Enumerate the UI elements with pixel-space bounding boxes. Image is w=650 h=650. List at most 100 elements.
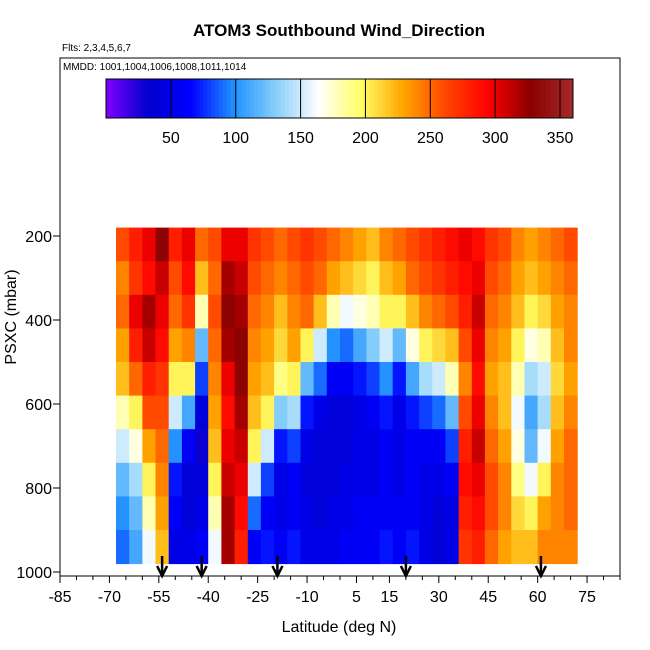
colorbar-swatch — [207, 79, 212, 118]
heat-cell — [511, 395, 525, 430]
heat-cell — [340, 429, 354, 464]
heat-cell — [471, 294, 486, 329]
heat-cell — [564, 294, 578, 329]
heat-cell — [511, 530, 525, 565]
heat-cell — [550, 530, 565, 565]
colorbar-swatch — [378, 79, 383, 118]
heat-cell — [300, 227, 315, 262]
heat-cell — [405, 462, 420, 497]
heat-cell — [392, 429, 407, 464]
heat-cell — [405, 496, 420, 531]
heat-cell — [326, 530, 341, 565]
colorbar-swatch — [506, 79, 512, 118]
heat-cell — [142, 530, 157, 565]
heat-cell — [498, 462, 512, 497]
colorbar-swatch — [133, 79, 138, 118]
colorbar-swatch — [218, 79, 224, 118]
colorbar-swatch — [444, 79, 449, 118]
heat-cell — [379, 294, 394, 329]
heat-cell — [392, 496, 407, 531]
heat-cell — [155, 328, 170, 363]
heat-cell — [155, 429, 170, 464]
x-axis-label: Latitude (deg N) — [282, 619, 397, 636]
heat-cell — [155, 530, 170, 565]
heat-cell — [366, 294, 381, 329]
colorbar-swatch — [226, 79, 231, 118]
colorbar-swatch — [179, 79, 185, 118]
colorbar-tick-label: 100 — [222, 130, 249, 147]
heat-cell — [458, 294, 473, 329]
heat-cell — [379, 530, 394, 565]
heat-cell — [392, 362, 407, 397]
y-tick-label: 800 — [25, 481, 52, 498]
heat-cell — [142, 462, 157, 497]
heat-cell — [260, 362, 275, 397]
colorbar-swatch — [522, 79, 527, 118]
heat-cell — [142, 227, 157, 262]
heat-cell — [445, 395, 460, 430]
heat-cell — [116, 362, 130, 397]
heat-cell — [498, 328, 512, 363]
heat-cell — [564, 530, 578, 565]
heat-cell — [129, 294, 143, 329]
heat-cell — [484, 328, 499, 363]
colorbar-swatch — [203, 79, 208, 118]
heat-cell — [366, 530, 381, 565]
heat-cell — [208, 328, 222, 363]
heat-cell — [524, 429, 539, 464]
heat-cell — [524, 496, 539, 531]
colorbar-swatch — [331, 79, 337, 118]
axes: -85 -70 -55 -40 -25 -10 5 15 30 45 60 75 200 400 600 80… — [16, 58, 621, 606]
heat-cell — [419, 530, 433, 565]
colorbar-swatch — [382, 79, 387, 118]
heat-cell — [458, 261, 473, 296]
heat-cell — [208, 261, 222, 296]
heat-cell — [353, 362, 367, 397]
colorbar-swatch — [561, 79, 566, 118]
heat-cell — [445, 362, 460, 397]
heat-cell — [432, 261, 446, 296]
heat-cell — [274, 294, 288, 329]
heat-cell — [432, 462, 446, 497]
heat-cell — [300, 395, 315, 430]
heat-cell — [340, 496, 354, 531]
colorbar-swatch — [141, 79, 146, 118]
heat-cell — [537, 261, 552, 296]
heat-cell — [498, 294, 512, 329]
heat-cell — [221, 261, 236, 296]
heat-cell — [353, 328, 367, 363]
heat-cell — [445, 227, 460, 262]
colorbar-swatch — [479, 79, 484, 118]
heat-cell — [116, 328, 130, 363]
heat-cell — [445, 429, 460, 464]
colorbar-swatch — [214, 79, 220, 118]
colorbar-swatch — [238, 79, 243, 118]
x-tick-label: -55 — [147, 589, 170, 606]
colorbar-swatch — [448, 79, 453, 118]
x-tick-label: 45 — [479, 589, 497, 606]
heat-cell — [274, 496, 288, 531]
heat-cell — [458, 328, 473, 363]
heat-cell — [537, 530, 552, 565]
heat-cell — [300, 261, 315, 296]
heat-cell — [471, 429, 486, 464]
heat-cell — [142, 362, 157, 397]
heat-cell — [432, 395, 446, 430]
heat-cell — [155, 261, 170, 296]
heat-cell — [287, 261, 301, 296]
heat-cell — [524, 362, 539, 397]
heat-cell — [471, 261, 486, 296]
colorbar-swatch — [257, 79, 263, 118]
heat-cell — [208, 429, 222, 464]
heat-cell — [155, 462, 170, 497]
heat-cell — [274, 395, 288, 430]
heat-cell — [564, 395, 578, 430]
heat-cell — [550, 395, 565, 430]
heat-cell — [234, 362, 249, 397]
colorbar: 50 100 150 200 250 300 350 — [105, 78, 574, 147]
colorbar-swatch — [487, 79, 492, 118]
colorbar-tick-label: 300 — [482, 130, 509, 147]
heat-cell — [208, 530, 222, 565]
colorbar-swatch — [390, 79, 395, 118]
heat-cell — [208, 395, 222, 430]
